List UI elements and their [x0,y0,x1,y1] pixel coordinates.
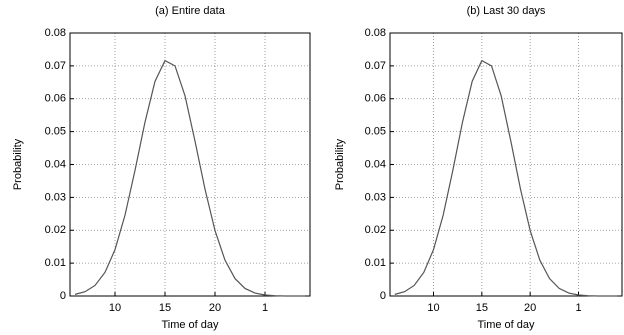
y-tick-label: 0.05 [365,126,386,138]
x-axis-label: Time of day [477,319,535,331]
line-series [394,59,618,297]
x-tick-label: 10 [109,302,121,314]
y-tick-label: 0.07 [45,60,66,72]
plot-frame [69,32,311,297]
y-axis-label: Probability [334,138,346,190]
y-tick-label: 0.05 [45,126,66,138]
y-tick-label: 0.06 [45,93,66,105]
chart-title: (b) Last 30 days [467,5,546,17]
y-axis-label: Probability [12,138,24,190]
x-tick-label: 15 [476,302,488,314]
y-tick-label: 0.04 [45,158,66,170]
y-tick-label: 0.02 [45,224,66,236]
y-tick-label: 0.01 [45,257,66,269]
line-series [74,59,305,297]
y-tick-label: 0.02 [365,224,386,236]
y-tick-label: 0.04 [365,158,386,170]
x-tick-label: 20 [209,302,221,314]
x-tick-label: 15 [159,302,171,314]
y-tick-label: 0 [380,290,386,302]
y-tick-label: 0 [60,290,66,302]
chart-title: (a) Entire data [155,5,226,17]
y-tick-label: 0.08 [45,27,66,39]
y-tick-label: 0.06 [365,93,386,105]
x-tick-label: 1 [575,302,581,314]
x-tick-label: 1 [262,302,268,314]
plot-frame [389,32,623,297]
y-tick-label: 0.08 [365,27,386,39]
x-tick-label: 20 [524,302,536,314]
y-tick-label: 0.03 [365,191,386,203]
y-tick-label: 0.01 [365,257,386,269]
y-tick-label: 0.07 [365,60,386,72]
y-tick-label: 0.03 [45,191,66,203]
x-tick-label: 10 [427,302,439,314]
x-axis-label: Time of day [161,319,219,331]
